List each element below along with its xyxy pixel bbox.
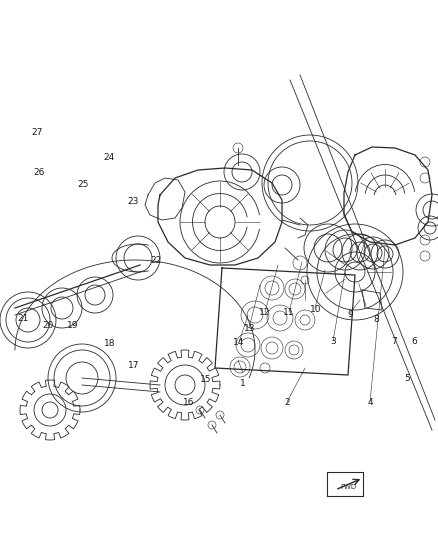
Text: 17: 17 (128, 361, 139, 369)
Text: 3: 3 (330, 337, 336, 345)
Text: 26: 26 (34, 168, 45, 176)
Text: 16: 16 (183, 398, 194, 407)
Text: 27: 27 (32, 128, 43, 136)
Text: 4: 4 (367, 398, 373, 407)
Text: 15: 15 (200, 375, 212, 384)
Text: 9: 9 (347, 310, 353, 319)
Text: 7: 7 (391, 337, 397, 345)
Text: 24: 24 (103, 153, 114, 161)
Text: 19: 19 (67, 321, 79, 329)
Text: 23: 23 (127, 197, 138, 206)
Text: 22: 22 (150, 256, 161, 264)
Text: 13: 13 (244, 325, 255, 333)
Text: 14: 14 (233, 338, 244, 347)
Text: 2: 2 (284, 398, 290, 407)
Text: 5: 5 (404, 374, 410, 383)
Text: 20: 20 (42, 321, 54, 329)
Text: 25: 25 (78, 181, 89, 189)
Text: 21: 21 (17, 314, 28, 323)
Text: FWD: FWD (340, 484, 356, 490)
Text: 1: 1 (240, 379, 246, 388)
Text: 11: 11 (283, 309, 295, 317)
Text: 10: 10 (310, 305, 321, 313)
Text: 12: 12 (259, 309, 271, 317)
Text: 18: 18 (104, 340, 115, 348)
Text: 6: 6 (411, 337, 417, 345)
Text: 8: 8 (374, 316, 380, 324)
